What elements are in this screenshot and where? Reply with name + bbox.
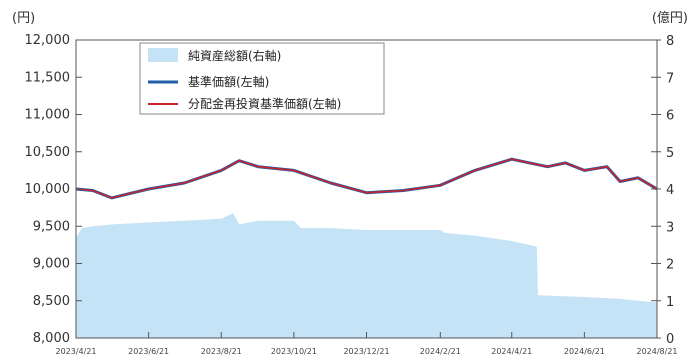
left-axis-tick-label: 9,000 — [33, 257, 70, 272]
right-axis-tick-label: 0 — [666, 332, 674, 347]
series-reinvested-nav-line — [75, 158, 658, 199]
legend-label-net-assets: 純資産総額(右軸) — [188, 48, 281, 63]
left-axis-tick-label: 10,500 — [25, 145, 71, 160]
left-axis-tick-label: 10,000 — [25, 182, 71, 197]
right-axis-tick-label: 4 — [666, 183, 674, 198]
right-axis-tick-label: 8 — [666, 34, 674, 49]
legend: 純資産総額(右軸) 基準価額(左軸) 分配金再投資基準価額(左軸) — [139, 42, 385, 115]
left-axis-tick-label: 11,500 — [25, 70, 71, 85]
legend-label-reinvested-nav: 分配金再投資基準価額(左軸) — [188, 96, 341, 111]
x-axis-tick-label: 2024/2/21 — [420, 347, 461, 356]
left-axis-tick-label: 11,000 — [25, 108, 71, 123]
right-axis-tick-label: 1 — [666, 295, 674, 310]
x-axis-tick-label: 2023/6/21 — [128, 347, 169, 356]
left-axis-tick-label: 8,000 — [33, 331, 70, 346]
right-axis-tick-label: 3 — [666, 220, 674, 235]
x-axis-tick-label: 2023/10/21 — [271, 347, 317, 356]
x-axis-tick-label: 2024/4/21 — [491, 347, 532, 356]
x-axis-tick-label: 2023/12/21 — [343, 347, 389, 356]
right-unit-label: (億円) — [652, 10, 688, 26]
left-axis-tick-label: 9,500 — [33, 219, 70, 234]
right-axis-tick-label: 7 — [666, 71, 674, 86]
series-net-assets-area — [76, 213, 657, 338]
left-unit-label: (円) — [12, 11, 35, 26]
right-axis-tick-label: 6 — [666, 109, 674, 124]
left-axis-tick-label: 12,000 — [25, 33, 71, 48]
x-axis-tick-label: 2024/6/21 — [564, 347, 605, 356]
legend-box — [139, 42, 385, 115]
x-axis-tick-label: 2023/4/21 — [55, 347, 96, 356]
legend-label-nav: 基準価額(左軸) — [188, 74, 269, 89]
right-axis-tick-label: 5 — [666, 146, 674, 161]
x-axis-tick-label: 2023/8/21 — [201, 347, 242, 356]
left-axis-tick-label: 8,500 — [33, 294, 70, 309]
legend-swatch-net-assets — [148, 48, 178, 62]
right-axis-tick-label: 2 — [666, 258, 674, 273]
x-axis-tick-label: 2024/8/21 — [636, 347, 677, 356]
